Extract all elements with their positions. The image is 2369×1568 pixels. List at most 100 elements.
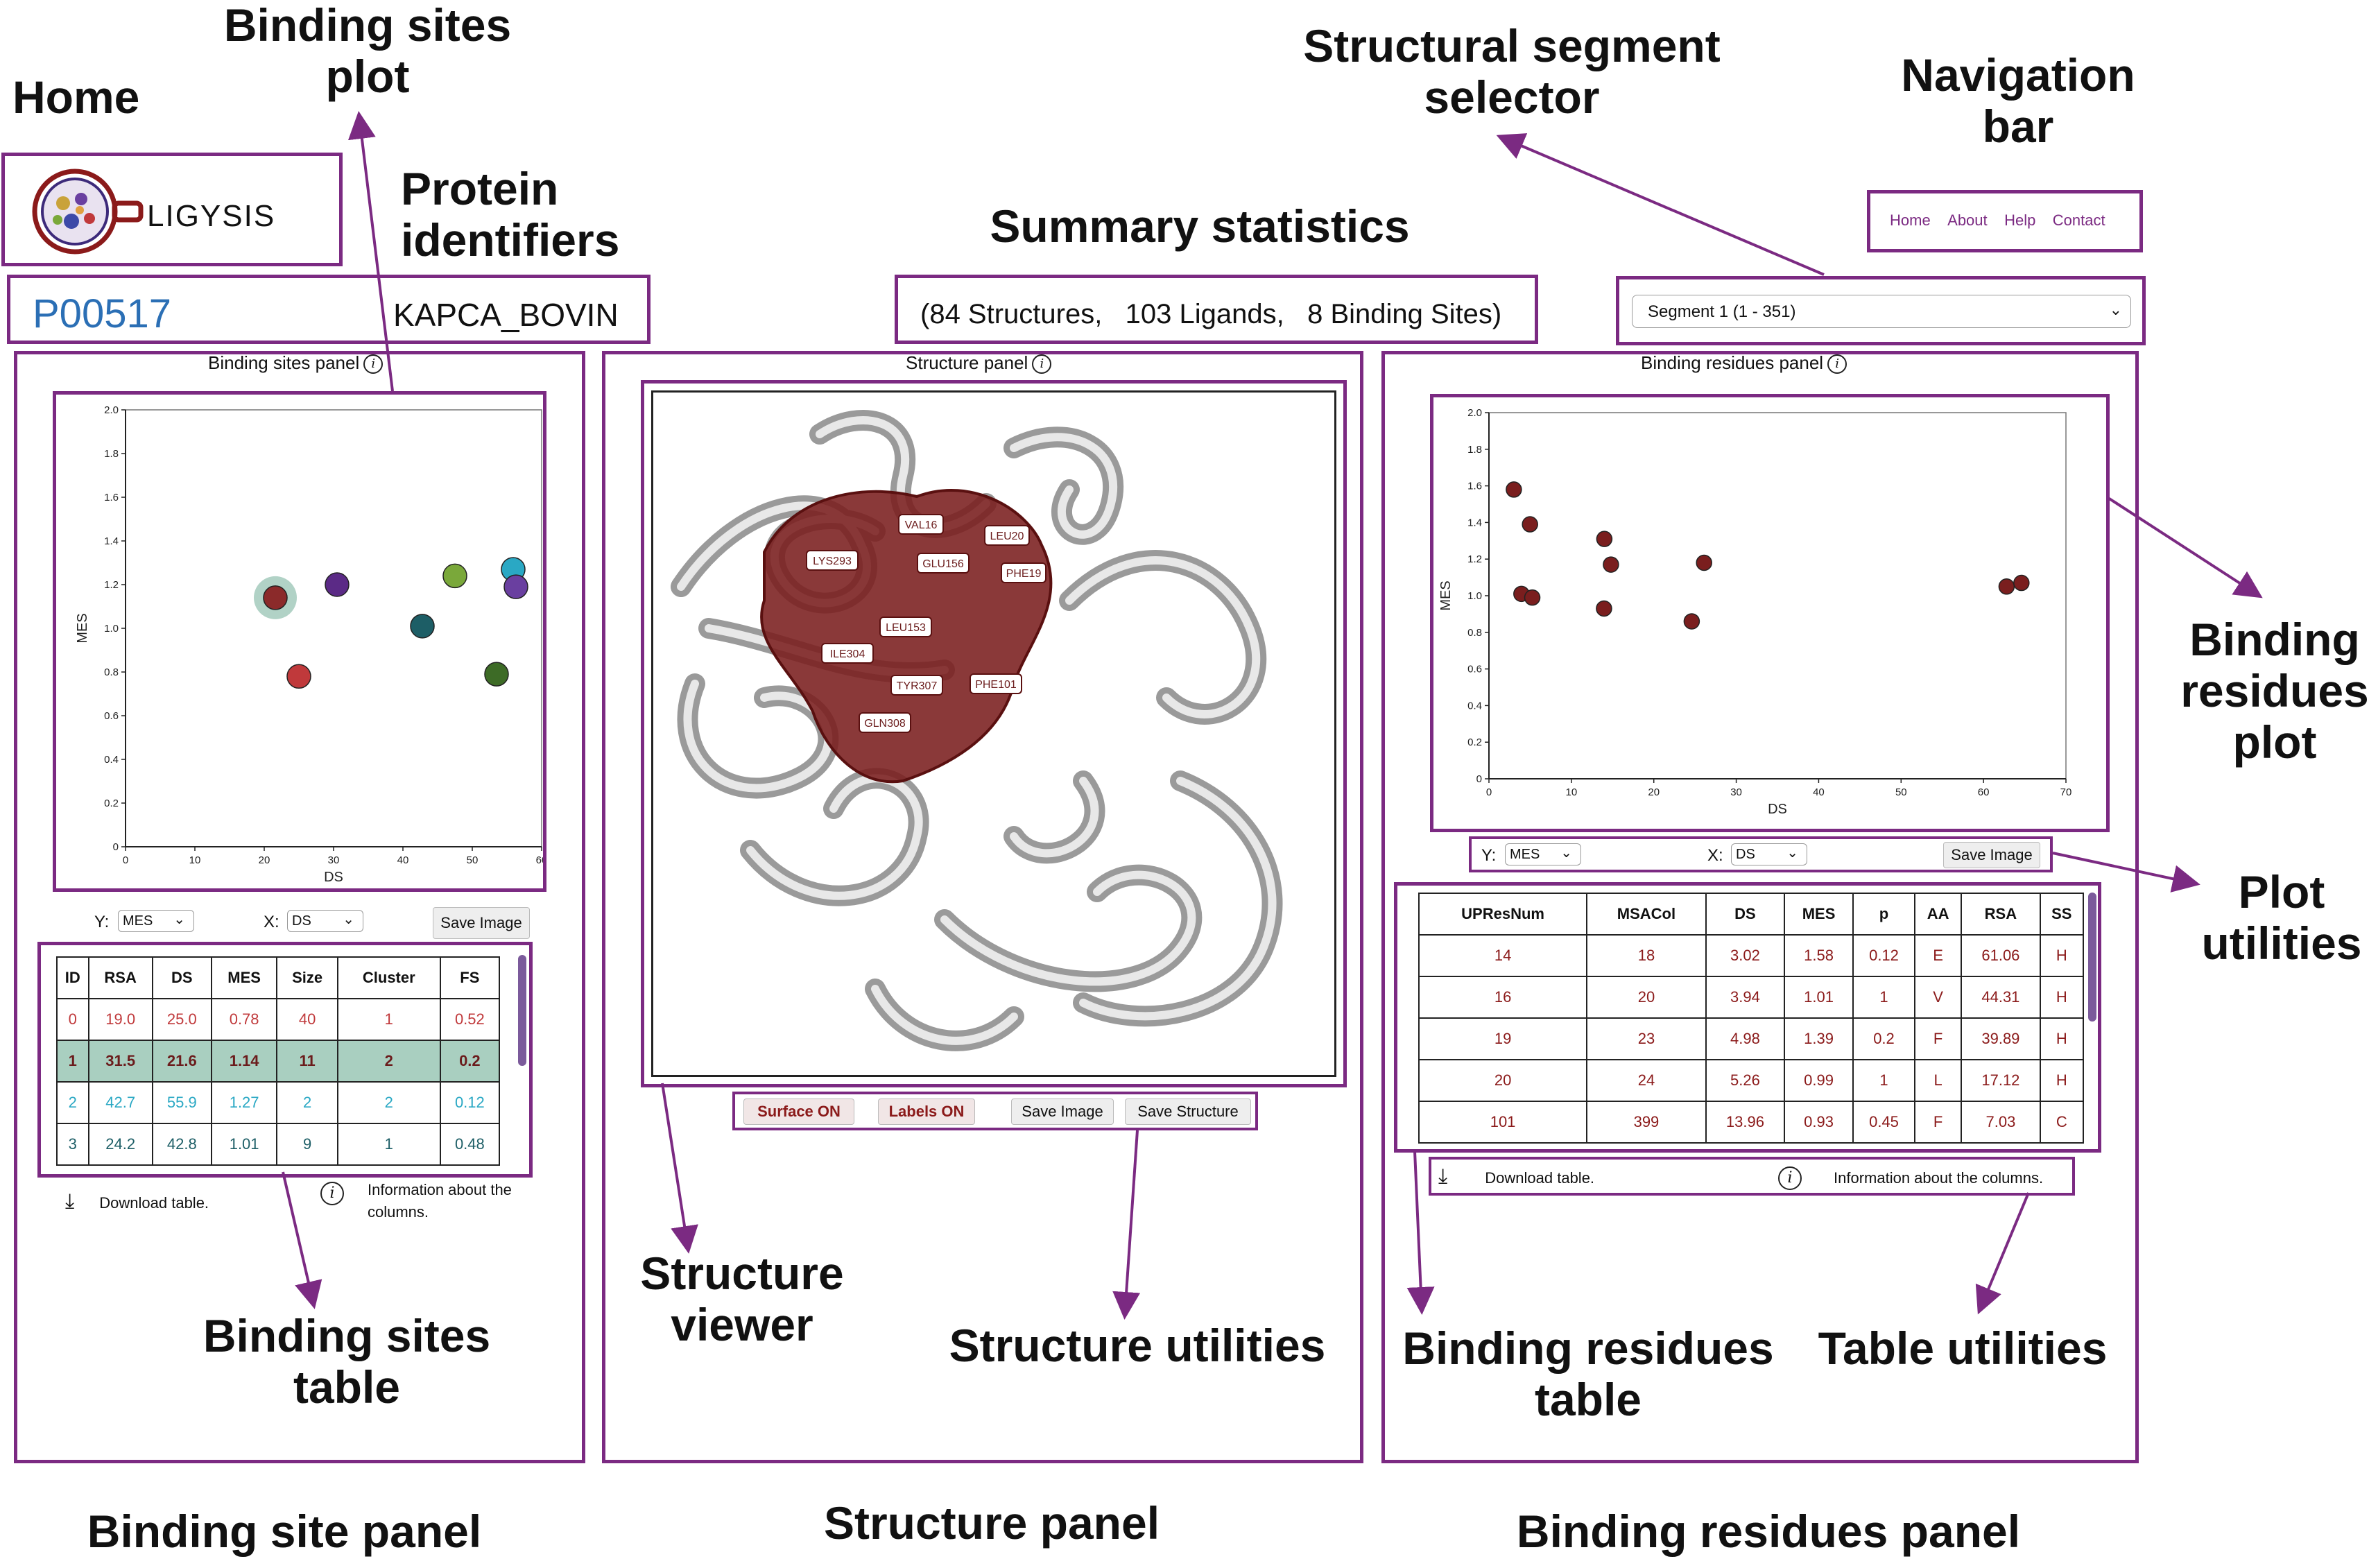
y-tick-label: 1.2 xyxy=(104,579,119,591)
column-header[interactable]: RSA xyxy=(87,956,153,999)
data-point[interactable] xyxy=(503,574,528,599)
nav-contact[interactable]: Contact xyxy=(2052,212,2105,229)
residues-download-label: Download table. xyxy=(1485,1169,1595,1187)
table-row[interactable]: 0 19.0 25.0 0.78 40 1 0.52 xyxy=(56,998,501,1041)
y-tick-label: 1.6 xyxy=(104,492,119,503)
column-header[interactable]: MES xyxy=(1784,893,1854,936)
data-point[interactable] xyxy=(1522,516,1538,533)
sites-y-select-value: MES xyxy=(123,913,153,929)
column-header[interactable]: UPResNum xyxy=(1418,893,1588,936)
table-row[interactable]: 19 23 4.98 1.39 0.2 F 39.89 H xyxy=(1418,1017,2085,1060)
column-header[interactable]: MES xyxy=(210,956,278,999)
column-header[interactable]: FS xyxy=(439,956,501,999)
table-cell: 0 xyxy=(56,998,89,1041)
data-point[interactable] xyxy=(410,614,435,639)
logo-text: LIGYSIS xyxy=(147,199,276,233)
table-row[interactable]: 2 42.7 55.9 1.27 2 2 0.12 xyxy=(56,1081,501,1124)
nav-home[interactable]: Home xyxy=(1890,212,1931,229)
data-point[interactable] xyxy=(1998,578,2015,595)
y-tick-label: 2.0 xyxy=(104,404,119,416)
table-cell: 25.0 xyxy=(151,998,212,1041)
table-row[interactable]: 1 31.5 21.6 1.14 11 2 0.2 xyxy=(56,1040,501,1083)
column-header[interactable]: SS xyxy=(2039,893,2085,936)
protein-accession[interactable]: P00517 xyxy=(33,291,171,336)
column-header[interactable]: DS xyxy=(1705,893,1786,936)
labels-toggle-button[interactable]: Labels ON xyxy=(878,1099,975,1125)
data-point[interactable] xyxy=(263,585,288,610)
structure-save-image-button[interactable]: Save Image xyxy=(1011,1099,1114,1125)
table-cell: 40 xyxy=(276,998,338,1041)
nav-help[interactable]: Help xyxy=(2004,212,2036,229)
residue-label: TYR307 xyxy=(890,675,943,696)
y-tick-label: 0.4 xyxy=(1467,700,1482,712)
table-row[interactable]: 20 24 5.26 0.99 1 L 17.12 H xyxy=(1418,1059,2085,1102)
sites-save-image-button[interactable]: Save Image xyxy=(433,907,530,939)
table-row[interactable]: 16 20 3.94 1.01 1 V 44.31 H xyxy=(1418,976,2085,1019)
data-point[interactable] xyxy=(1596,600,1612,617)
table-cell: 3.02 xyxy=(1705,934,1786,977)
column-header[interactable]: Size xyxy=(276,956,338,999)
column-header[interactable]: Cluster xyxy=(336,956,441,999)
sites-x-select[interactable]: DS ⌄ xyxy=(287,910,363,932)
table-row[interactable]: 14 18 3.02 1.58 0.12 E 61.06 H xyxy=(1418,934,2085,977)
table-row[interactable]: 101 399 13.96 0.93 0.45 F 7.03 C xyxy=(1418,1101,2085,1144)
residues-save-image-button[interactable]: Save Image xyxy=(1943,842,2040,868)
info-icon[interactable]: i xyxy=(1827,354,1847,374)
table-cell: 1.39 xyxy=(1784,1017,1854,1060)
segment-select[interactable]: Segment 1 (1 - 351) ⌄ xyxy=(1632,295,2131,328)
column-header[interactable]: MSACol xyxy=(1586,893,1707,936)
column-header[interactable]: RSA xyxy=(1961,893,2041,936)
table-scrollbar[interactable] xyxy=(2088,893,2096,1022)
segment-selector-box: Segment 1 (1 - 351) ⌄ xyxy=(1616,276,2146,345)
table-row[interactable]: 3 24.2 42.8 1.01 9 1 0.48 xyxy=(56,1123,501,1166)
info-icon[interactable]: i xyxy=(1032,354,1052,374)
column-header[interactable]: AA xyxy=(1914,893,1963,936)
nav-about[interactable]: About xyxy=(1947,212,1988,229)
sites-y-select[interactable]: MES ⌄ xyxy=(118,910,194,932)
table-cell: 1.01 xyxy=(1784,976,1854,1019)
info-icon[interactable]: i xyxy=(363,354,384,374)
table-cell: 44.31 xyxy=(1961,976,2041,1019)
x-tick-label: 20 xyxy=(259,854,270,866)
table-scrollbar[interactable] xyxy=(518,955,526,1066)
column-header[interactable]: p xyxy=(1852,893,1916,936)
data-point[interactable] xyxy=(286,664,311,689)
binding-residues-panel xyxy=(1381,351,2139,1463)
summary-statistics-box: (84 Structures, 103 Ligands, 8 Binding S… xyxy=(895,275,1538,344)
data-point[interactable] xyxy=(325,572,350,597)
structure-viewer[interactable]: VAL16 LEU20 LYS293 GLU156 PHE19 LEU153 ILE304 T… xyxy=(651,390,1336,1077)
residues-info-button[interactable]: i xyxy=(1778,1166,1802,1190)
data-point[interactable] xyxy=(442,563,467,589)
y-tick-label: 0.8 xyxy=(104,666,119,678)
residues-x-selector-label: X: xyxy=(1707,846,1723,865)
residues-x-select[interactable]: DS ⌄ xyxy=(1731,843,1807,865)
data-point[interactable] xyxy=(1683,613,1700,630)
svg-text:TYR307: TYR307 xyxy=(897,680,938,692)
column-header[interactable]: DS xyxy=(151,956,212,999)
column-header[interactable]: ID xyxy=(56,956,89,999)
data-point[interactable] xyxy=(1506,481,1522,498)
binding-residues-plot: 0 0.2 0.4 0.6 0.8 1.0 1.2 1.4 1.6 1.8 2.0 0 10 20 30 40… xyxy=(1438,407,2071,817)
surface-toggle-button[interactable]: Surface ON xyxy=(743,1099,854,1125)
y-tick-label: 1.2 xyxy=(1467,553,1482,565)
home-logo-box[interactable]: LIGYSIS xyxy=(1,153,343,266)
residues-x-select-value: DS xyxy=(1736,847,1755,862)
x-tick-label: 0 xyxy=(123,854,128,866)
data-point[interactable] xyxy=(484,662,509,687)
arrow-segment-selector xyxy=(1496,133,1825,276)
data-point[interactable] xyxy=(1696,554,1712,571)
navigation-bar: Home About Help Contact xyxy=(1867,190,2143,252)
sites-info-button[interactable]: i xyxy=(320,1182,344,1205)
save-structure-button[interactable]: Save Structure xyxy=(1125,1099,1251,1125)
residues-y-select[interactable]: MES ⌄ xyxy=(1505,843,1581,865)
data-point[interactable] xyxy=(2013,574,2030,592)
data-point[interactable] xyxy=(1524,589,1541,606)
data-point[interactable] xyxy=(1596,531,1613,547)
residues-download-button[interactable]: ⤓ Download table. xyxy=(1438,1165,1594,1189)
data-point[interactable] xyxy=(1603,556,1619,573)
table-cell: 4.98 xyxy=(1705,1017,1786,1060)
binding-sites-panel-title: Binding sites panel i xyxy=(208,352,384,374)
residue-label: PHE101 xyxy=(970,673,1022,694)
protein-structure-render[interactable]: VAL16 LEU20 LYS293 GLU156 PHE19 LEU153 ILE304 T… xyxy=(653,393,1334,1075)
sites-download-button[interactable]: ⤓ Download table. xyxy=(65,1190,209,1214)
